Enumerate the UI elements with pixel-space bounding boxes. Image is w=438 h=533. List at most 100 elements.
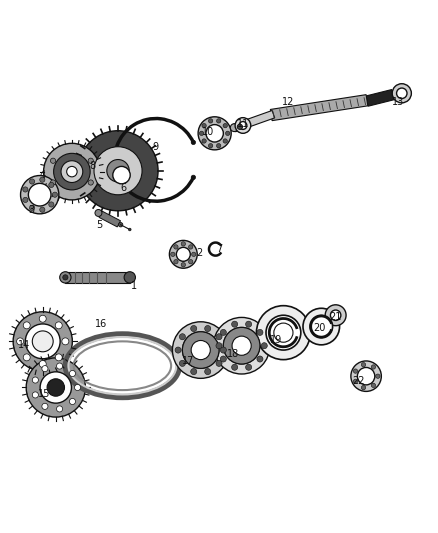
Circle shape: [173, 322, 229, 378]
Circle shape: [69, 399, 75, 405]
Circle shape: [223, 327, 260, 364]
Circle shape: [29, 179, 35, 184]
Circle shape: [32, 392, 39, 398]
Circle shape: [330, 310, 341, 320]
Text: 21: 21: [329, 312, 342, 321]
Circle shape: [181, 263, 185, 267]
Circle shape: [191, 175, 195, 180]
Circle shape: [171, 252, 175, 256]
Text: 1: 1: [131, 281, 137, 291]
Circle shape: [226, 131, 230, 135]
Circle shape: [53, 154, 90, 190]
Circle shape: [396, 88, 407, 99]
Circle shape: [39, 360, 46, 367]
Circle shape: [44, 143, 100, 200]
Circle shape: [39, 315, 46, 322]
Circle shape: [49, 182, 54, 188]
Circle shape: [361, 362, 366, 367]
Circle shape: [50, 158, 56, 163]
Circle shape: [49, 202, 54, 207]
Circle shape: [23, 187, 28, 192]
Text: 11: 11: [237, 119, 249, 129]
Circle shape: [42, 403, 48, 409]
Polygon shape: [366, 90, 394, 106]
Circle shape: [40, 207, 45, 212]
Circle shape: [181, 241, 185, 246]
Circle shape: [180, 334, 185, 340]
Circle shape: [32, 377, 39, 383]
Circle shape: [124, 272, 135, 283]
Circle shape: [55, 354, 62, 361]
Text: 19: 19: [270, 335, 283, 345]
Circle shape: [191, 252, 196, 256]
Circle shape: [55, 322, 62, 329]
Polygon shape: [270, 95, 368, 120]
Circle shape: [128, 228, 131, 231]
Text: 17: 17: [182, 357, 195, 366]
Circle shape: [205, 326, 211, 332]
Circle shape: [183, 332, 219, 368]
Circle shape: [261, 343, 267, 349]
Circle shape: [199, 131, 204, 135]
Circle shape: [202, 139, 206, 143]
Circle shape: [223, 139, 227, 143]
Circle shape: [191, 368, 197, 375]
Text: 12: 12: [283, 97, 295, 107]
Circle shape: [256, 305, 311, 360]
Circle shape: [220, 329, 226, 335]
Circle shape: [23, 197, 28, 203]
Circle shape: [23, 354, 30, 361]
Circle shape: [216, 143, 221, 148]
Circle shape: [205, 368, 211, 375]
Text: 6: 6: [120, 183, 126, 193]
Circle shape: [257, 356, 263, 362]
Circle shape: [13, 312, 72, 371]
Circle shape: [191, 140, 195, 144]
Text: 2: 2: [196, 248, 202, 259]
Circle shape: [170, 240, 197, 268]
Circle shape: [239, 122, 247, 130]
Circle shape: [175, 347, 181, 353]
Text: 7: 7: [216, 244, 222, 254]
Polygon shape: [65, 272, 130, 283]
Circle shape: [180, 360, 185, 366]
Circle shape: [174, 245, 178, 249]
Circle shape: [371, 383, 376, 387]
Circle shape: [69, 370, 75, 376]
Circle shape: [208, 119, 213, 123]
Text: 20: 20: [313, 324, 325, 333]
Circle shape: [202, 124, 206, 128]
Circle shape: [246, 321, 252, 327]
Circle shape: [353, 369, 358, 373]
Circle shape: [177, 247, 190, 261]
Circle shape: [274, 323, 293, 342]
Circle shape: [40, 177, 45, 182]
Circle shape: [88, 158, 93, 163]
Circle shape: [88, 180, 93, 185]
Circle shape: [52, 192, 57, 197]
Circle shape: [183, 332, 219, 368]
Text: 8: 8: [90, 161, 96, 172]
Text: 14: 14: [18, 340, 30, 350]
Circle shape: [74, 384, 81, 391]
Circle shape: [246, 364, 252, 370]
Circle shape: [223, 124, 227, 128]
Circle shape: [213, 318, 270, 374]
Circle shape: [235, 118, 251, 133]
Circle shape: [206, 125, 223, 142]
Circle shape: [40, 372, 71, 403]
Circle shape: [208, 143, 213, 148]
Circle shape: [216, 360, 222, 366]
Circle shape: [232, 336, 251, 356]
Circle shape: [198, 117, 231, 150]
Circle shape: [310, 315, 332, 338]
Circle shape: [257, 329, 263, 335]
Text: 10: 10: [202, 127, 214, 138]
Circle shape: [61, 161, 83, 182]
Circle shape: [78, 131, 158, 211]
Circle shape: [174, 260, 178, 264]
Circle shape: [237, 124, 243, 130]
Circle shape: [357, 367, 375, 385]
Circle shape: [57, 406, 63, 412]
Circle shape: [303, 308, 339, 345]
